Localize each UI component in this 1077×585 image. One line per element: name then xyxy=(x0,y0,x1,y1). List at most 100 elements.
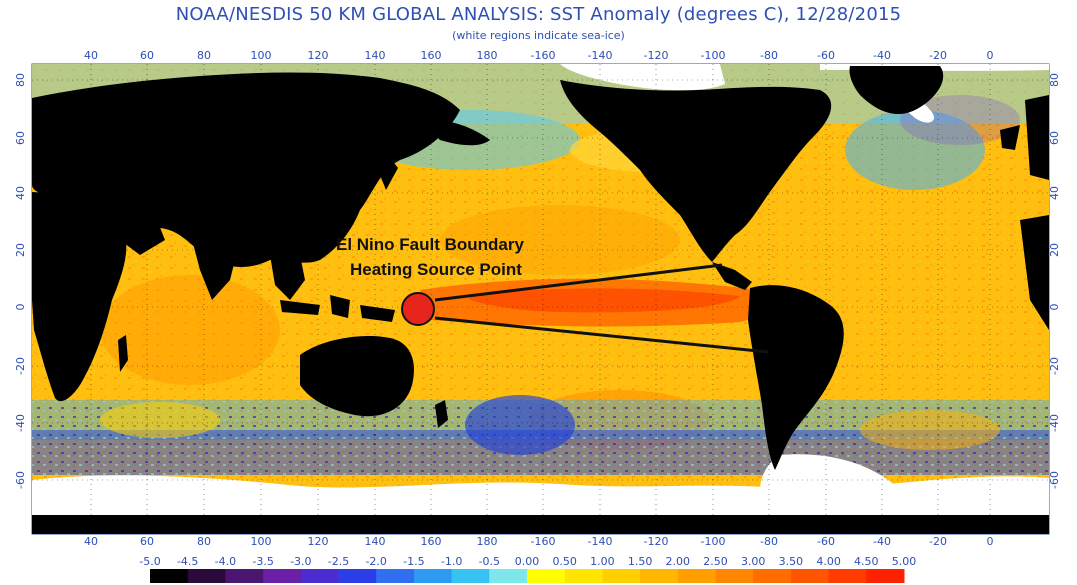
colorbar-swatch xyxy=(187,569,226,583)
colorbar-label: -2.0 xyxy=(365,555,386,568)
colorbar-swatch xyxy=(527,569,566,583)
latitude-ticks-left: 80 60 40 20 0 -20 -40 -60 xyxy=(14,73,27,489)
colorbar-swatch xyxy=(866,569,905,583)
annotation-line2: Heating Source Point xyxy=(350,260,522,279)
lon-tick-top: 180 xyxy=(477,49,498,62)
lat-tick-left: -60 xyxy=(14,471,27,489)
lon-tick-bottom: -100 xyxy=(701,535,726,548)
annotation-line-south xyxy=(434,316,769,354)
colorbar-label: -2.5 xyxy=(328,555,349,568)
heating-source-marker xyxy=(401,292,435,326)
annotation-line1: El Nino Fault Boundary xyxy=(336,235,524,254)
lon-tick-top: 100 xyxy=(251,49,272,62)
colorbar-swatch xyxy=(489,569,528,583)
lon-tick-bottom: -80 xyxy=(760,535,778,548)
colorbar-label: -0.5 xyxy=(479,555,500,568)
colorbar-label: -1.5 xyxy=(403,555,424,568)
colorbar-swatch xyxy=(677,569,716,583)
lat-tick-left: -40 xyxy=(14,414,27,432)
colorbar-swatch xyxy=(640,569,679,583)
lat-tick-right: 60 xyxy=(1048,131,1061,145)
colorbar-swatch xyxy=(263,569,302,583)
longitude-ticks-bottom: 40 60 80 100 120 140 160 180 -160 -140 -120 -100 -80… xyxy=(84,535,994,548)
colorbar-label: 4.50 xyxy=(854,555,879,568)
colorbar-label: 3.50 xyxy=(779,555,804,568)
colorbar-label: -5.0 xyxy=(139,555,160,568)
lon-tick-top: -20 xyxy=(929,49,947,62)
lon-tick-top: 0 xyxy=(987,49,994,62)
colorbar-swatch xyxy=(300,569,339,583)
colorbar-swatch xyxy=(376,569,415,583)
colorbar-label: 3.00 xyxy=(741,555,766,568)
lat-tick-left: 20 xyxy=(14,243,27,257)
lat-tick-left: -20 xyxy=(14,357,27,375)
lat-tick-right: 0 xyxy=(1048,304,1061,311)
colorbar-label: 0.00 xyxy=(515,555,540,568)
lon-tick-top: -120 xyxy=(644,49,669,62)
map-field xyxy=(32,64,1049,534)
lon-tick-top: -60 xyxy=(817,49,835,62)
lon-tick-bottom: -20 xyxy=(929,535,947,548)
lat-tick-left: 80 xyxy=(14,73,27,87)
colorbar-swatch xyxy=(413,569,453,583)
colorbar-label: -4.0 xyxy=(215,555,236,568)
latitude-ticks-right: 80 60 40 20 0 -20 -40 -60 xyxy=(1048,73,1061,489)
colorbar-label: 4.00 xyxy=(816,555,841,568)
annotation-line-north xyxy=(434,263,723,302)
lon-tick-bottom: -140 xyxy=(588,535,613,548)
colorbar-label: 5.00 xyxy=(892,555,917,568)
map-title: NOAA/NESDIS 50 KM GLOBAL ANALYSIS: SST A… xyxy=(175,4,902,25)
lat-tick-left: 0 xyxy=(14,304,27,311)
colorbar-swatch xyxy=(715,569,754,583)
colorbar-swatch xyxy=(225,569,264,583)
lat-tick-right: -60 xyxy=(1048,471,1061,489)
lon-tick-bottom: -120 xyxy=(644,535,669,548)
colorbar-swatch xyxy=(564,569,603,583)
lon-tick-top: -140 xyxy=(588,49,613,62)
colorbar-swatch xyxy=(753,569,792,583)
colorbar-swatch xyxy=(338,569,377,583)
lon-tick-top: 160 xyxy=(421,49,442,62)
lat-tick-right: -40 xyxy=(1048,414,1061,432)
colorbar xyxy=(150,569,905,583)
colorbar-label: -3.0 xyxy=(290,555,311,568)
lon-tick-top: -40 xyxy=(873,49,891,62)
lon-tick-bottom: 100 xyxy=(251,535,272,548)
lon-tick-bottom: 40 xyxy=(84,535,98,548)
colorbar-label: 2.50 xyxy=(703,555,728,568)
land-masses xyxy=(32,66,1049,534)
colorbar-label: -3.5 xyxy=(252,555,273,568)
lat-tick-right: 40 xyxy=(1048,186,1061,200)
lat-tick-right: 20 xyxy=(1048,243,1061,257)
lon-tick-bottom: 140 xyxy=(365,535,386,548)
longitude-ticks-top: 40 60 80 100 120 140 160 180 -160 -140 -120 -100 -80… xyxy=(84,49,994,62)
lon-tick-bottom: -40 xyxy=(873,535,891,548)
lat-tick-right: -20 xyxy=(1048,357,1061,375)
lon-tick-bottom: 120 xyxy=(308,535,329,548)
lon-tick-bottom: -60 xyxy=(817,535,835,548)
lon-tick-top: 40 xyxy=(84,49,98,62)
colorbar-label: 0.50 xyxy=(552,555,577,568)
lon-tick-top: 80 xyxy=(197,49,211,62)
colorbar-swatch xyxy=(602,569,641,583)
lat-tick-left: 40 xyxy=(14,186,27,200)
colorbar-label: -4.5 xyxy=(177,555,198,568)
heating-source-annotation: El Nino Fault Boundary Heating Source Po… xyxy=(336,235,769,354)
lon-tick-bottom: -160 xyxy=(531,535,556,548)
lon-tick-bottom: 80 xyxy=(197,535,211,548)
lon-tick-top: -160 xyxy=(531,49,556,62)
colorbar-label: 1.00 xyxy=(590,555,615,568)
lon-tick-bottom: 160 xyxy=(421,535,442,548)
colorbar-labels: -5.0 -4.5 -4.0 -3.5 -3.0 -2.5 -2.0 -1.5 -1.0 -0.5… xyxy=(139,555,916,568)
colorbar-swatch xyxy=(150,569,189,583)
colorbar-label: 2.00 xyxy=(666,555,691,568)
colorbar-swatch xyxy=(451,569,490,583)
lon-tick-top: 140 xyxy=(365,49,386,62)
lon-tick-top: 120 xyxy=(308,49,329,62)
lon-tick-top: 60 xyxy=(140,49,154,62)
lon-tick-bottom: 0 xyxy=(987,535,994,548)
colorbar-swatch xyxy=(828,569,867,583)
lat-tick-right: 80 xyxy=(1048,73,1061,87)
lon-tick-top: -100 xyxy=(701,49,726,62)
